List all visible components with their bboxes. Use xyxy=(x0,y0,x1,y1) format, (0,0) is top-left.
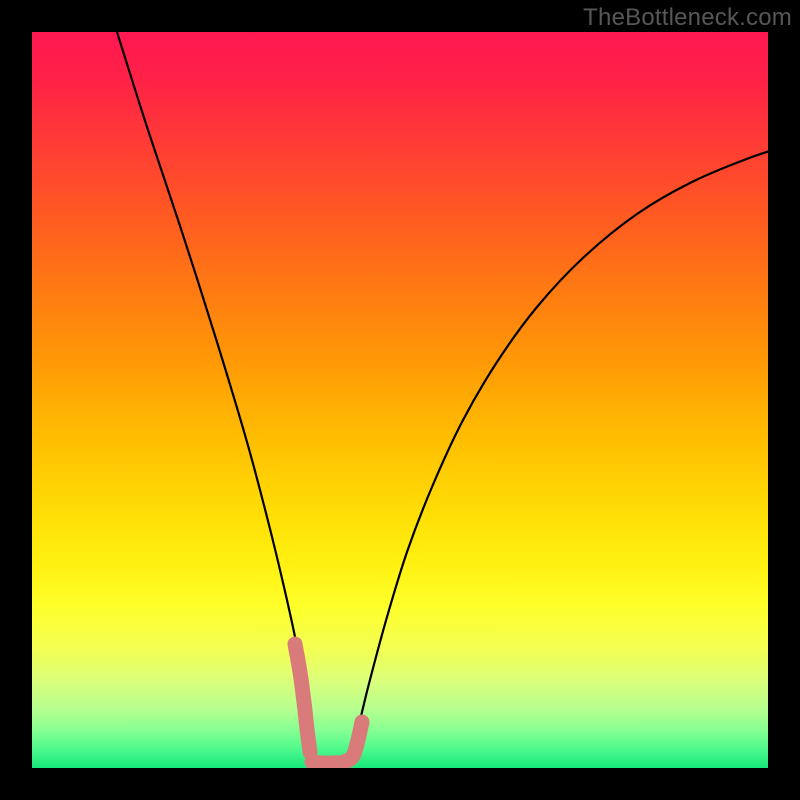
plot-background xyxy=(32,32,768,768)
chart-svg xyxy=(0,0,800,800)
watermark-text: TheBottleneck.com xyxy=(583,4,792,32)
